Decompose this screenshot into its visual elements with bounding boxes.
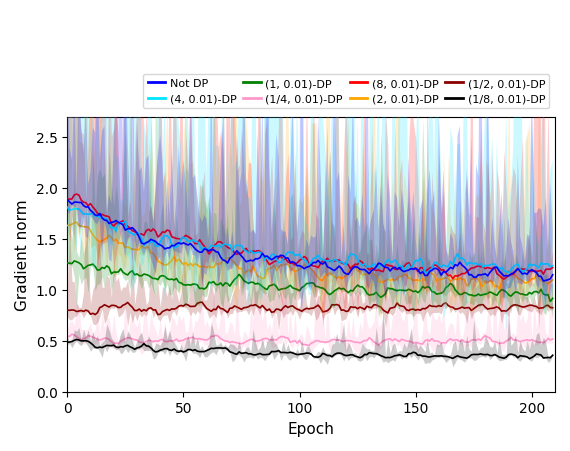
(1/8, 0.01)-DP xyxy=(308,352,315,357)
(1/4, 0.01)-DP xyxy=(549,336,556,342)
Line: (2, 0.01)-DP: (2, 0.01)-DP xyxy=(67,223,553,290)
(1/4, 0.01)-DP xyxy=(168,339,175,344)
(1/2, 0.01)-DP xyxy=(68,308,75,313)
(1/2, 0.01)-DP xyxy=(549,305,556,311)
Not DP xyxy=(549,272,556,278)
(4, 0.01)-DP xyxy=(64,205,71,211)
Not DP xyxy=(68,202,75,207)
(1/8, 0.01)-DP xyxy=(526,356,533,362)
Line: (8, 0.01)-DP: (8, 0.01)-DP xyxy=(67,195,553,280)
(8, 0.01)-DP xyxy=(296,258,303,263)
(1, 0.01)-DP xyxy=(549,296,556,301)
Not DP xyxy=(306,264,312,270)
Line: (1/2, 0.01)-DP: (1/2, 0.01)-DP xyxy=(67,303,553,315)
Line: (4, 0.01)-DP: (4, 0.01)-DP xyxy=(67,208,553,273)
(1/8, 0.01)-DP xyxy=(168,348,175,353)
(1/4, 0.01)-DP xyxy=(503,338,510,344)
(8, 0.01)-DP xyxy=(308,262,315,268)
(8, 0.01)-DP xyxy=(500,277,507,282)
(2, 0.01)-DP xyxy=(473,276,479,281)
(1/8, 0.01)-DP xyxy=(500,356,507,361)
(8, 0.01)-DP xyxy=(168,235,175,240)
(1, 0.01)-DP xyxy=(296,288,303,294)
(1/4, 0.01)-DP xyxy=(71,332,78,338)
(1, 0.01)-DP xyxy=(64,261,71,266)
(1, 0.01)-DP xyxy=(473,293,479,299)
(1/2, 0.01)-DP xyxy=(310,306,317,311)
Not DP xyxy=(294,263,300,269)
Line: (1/8, 0.01)-DP: (1/8, 0.01)-DP xyxy=(67,340,553,359)
(4, 0.01)-DP xyxy=(473,261,479,267)
(4, 0.01)-DP xyxy=(166,236,173,242)
(1, 0.01)-DP xyxy=(547,299,554,304)
(4, 0.01)-DP xyxy=(294,253,300,258)
(8, 0.01)-DP xyxy=(473,264,479,270)
(2, 0.01)-DP xyxy=(73,220,80,226)
(1, 0.01)-DP xyxy=(308,281,315,286)
(2, 0.01)-DP xyxy=(168,258,175,264)
(2, 0.01)-DP xyxy=(296,267,303,272)
(8, 0.01)-DP xyxy=(68,197,75,202)
(4, 0.01)-DP xyxy=(424,271,431,276)
(1/4, 0.01)-DP xyxy=(475,336,482,342)
(1/8, 0.01)-DP xyxy=(64,340,71,345)
X-axis label: Epoch: Epoch xyxy=(288,421,335,436)
(4, 0.01)-DP xyxy=(500,268,507,273)
(1, 0.01)-DP xyxy=(500,288,507,294)
(8, 0.01)-DP xyxy=(503,275,510,281)
(1, 0.01)-DP xyxy=(68,261,75,267)
(2, 0.01)-DP xyxy=(64,223,71,229)
(1, 0.01)-DP xyxy=(71,258,78,264)
(4, 0.01)-DP xyxy=(68,207,75,213)
(2, 0.01)-DP xyxy=(503,271,510,276)
(1/2, 0.01)-DP xyxy=(154,312,161,318)
(1/4, 0.01)-DP xyxy=(296,338,303,343)
(1/2, 0.01)-DP xyxy=(168,306,175,312)
(2, 0.01)-DP xyxy=(549,278,556,283)
(1, 0.01)-DP xyxy=(168,277,175,282)
Not DP xyxy=(166,246,173,251)
(1/8, 0.01)-DP xyxy=(296,352,303,357)
(4, 0.01)-DP xyxy=(306,263,312,268)
(1/8, 0.01)-DP xyxy=(73,337,80,342)
Line: (1, 0.01)-DP: (1, 0.01)-DP xyxy=(67,261,553,302)
Not DP xyxy=(540,279,547,284)
(1/8, 0.01)-DP xyxy=(549,353,556,358)
(1/2, 0.01)-DP xyxy=(475,303,482,308)
(8, 0.01)-DP xyxy=(549,265,556,271)
Not DP xyxy=(498,271,505,276)
Line: (1/4, 0.01)-DP: (1/4, 0.01)-DP xyxy=(67,334,553,346)
(4, 0.01)-DP xyxy=(549,263,556,269)
Line: Not DP: Not DP xyxy=(67,200,553,281)
Legend: Not DP, (4, 0.01)-DP, (1, 0.01)-DP, (1/4, 0.01)-DP, (8, 0.01)-DP, (2, 0.01)-DP, : Not DP, (4, 0.01)-DP, (1, 0.01)-DP, (1/4… xyxy=(143,74,549,109)
(2, 0.01)-DP xyxy=(308,267,315,272)
Not DP xyxy=(470,275,477,280)
Not DP xyxy=(64,198,71,203)
(1/4, 0.01)-DP xyxy=(306,343,312,349)
(1/4, 0.01)-DP xyxy=(68,331,75,337)
(1/2, 0.01)-DP xyxy=(503,309,510,314)
(1/2, 0.01)-DP xyxy=(299,309,306,314)
(1/4, 0.01)-DP xyxy=(64,334,71,339)
(1/2, 0.01)-DP xyxy=(198,300,205,305)
Y-axis label: Gradient norm: Gradient norm xyxy=(15,199,30,310)
(2, 0.01)-DP xyxy=(496,287,503,292)
(8, 0.01)-DP xyxy=(73,192,80,198)
(1/8, 0.01)-DP xyxy=(68,339,75,345)
(8, 0.01)-DP xyxy=(64,197,71,202)
(2, 0.01)-DP xyxy=(68,222,75,227)
(1/4, 0.01)-DP xyxy=(310,340,317,345)
(1/8, 0.01)-DP xyxy=(473,352,479,358)
(1/2, 0.01)-DP xyxy=(64,308,71,313)
